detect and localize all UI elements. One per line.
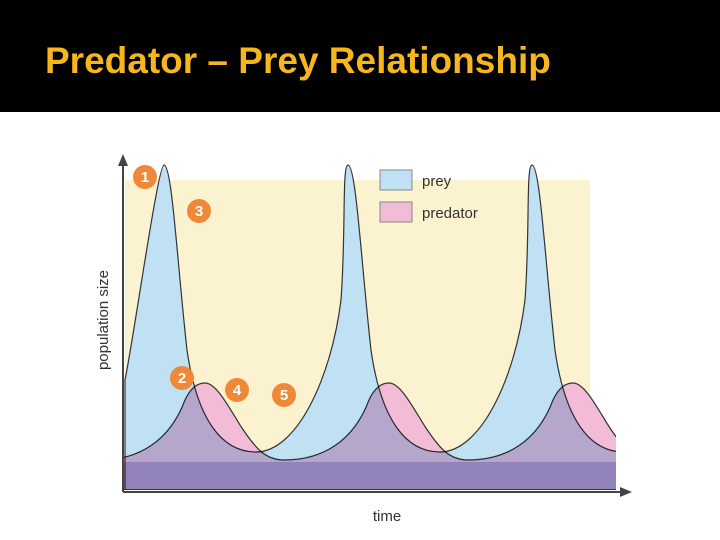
marker xyxy=(133,165,157,189)
marker xyxy=(170,366,194,390)
legend-label: predator xyxy=(422,205,478,222)
x-arrow xyxy=(620,487,632,497)
legend-swatch xyxy=(379,201,413,223)
marker-label: 3 xyxy=(195,203,203,220)
marker xyxy=(272,383,296,407)
slide-title: Predator – Prey Relationship xyxy=(45,40,551,81)
base-band xyxy=(124,462,616,490)
marker xyxy=(225,378,249,402)
marker-label: 4 xyxy=(233,382,242,399)
legend-swatch xyxy=(379,169,413,191)
marker-label: 1 xyxy=(141,169,149,186)
y-arrow xyxy=(118,154,128,166)
diagram: population size time prey predator 1 3 2… xyxy=(95,154,632,525)
marker xyxy=(187,199,211,223)
marker-label: 5 xyxy=(280,387,288,404)
legend-label: prey xyxy=(422,173,452,190)
marker-label: 2 xyxy=(178,370,186,387)
title-band xyxy=(0,0,720,112)
x-axis-label: time xyxy=(373,508,401,525)
y-axis-label: population size xyxy=(95,270,112,370)
prey-curve xyxy=(124,164,616,490)
